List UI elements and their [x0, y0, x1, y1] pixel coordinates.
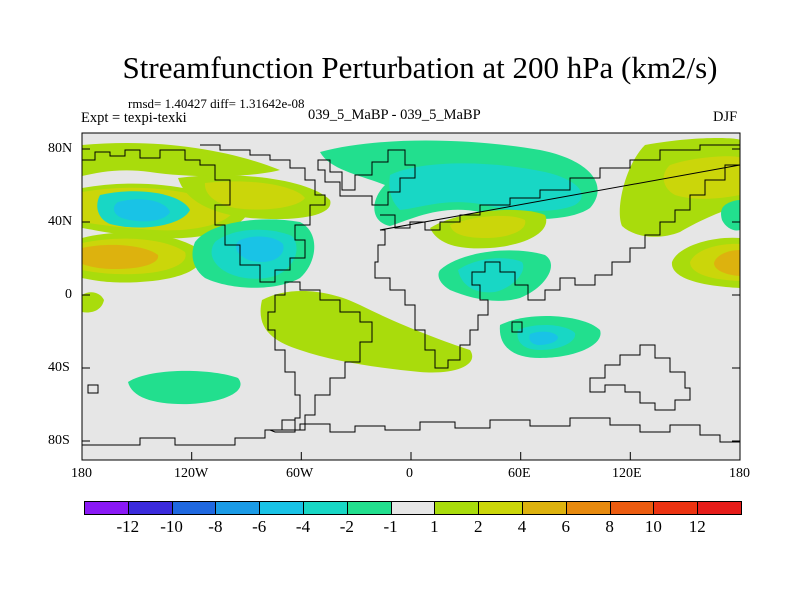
colorbar-label: -2 — [339, 517, 354, 536]
coastline-madagascar — [511, 321, 523, 333]
colorbar-label: 2 — [473, 517, 483, 536]
colorbar-swatch — [346, 501, 392, 515]
colorbar-label: 8 — [605, 517, 614, 536]
colorbar-label: -10 — [160, 517, 183, 536]
colorbar-swatch — [215, 501, 261, 515]
colorbar-swatch — [84, 501, 129, 515]
contour-field-region — [82, 244, 159, 269]
contour-field-region — [714, 250, 740, 276]
colorbar-label: 4 — [517, 517, 527, 536]
lat-label: 40S — [48, 360, 70, 375]
colorbar-swatch — [609, 501, 655, 515]
contour-field-region — [458, 258, 524, 293]
season-label: DJF — [713, 109, 738, 125]
colorbar-swatch — [478, 501, 523, 515]
lon-label: 120E — [612, 466, 642, 481]
colorbar-swatch — [171, 501, 217, 515]
contour-field-region — [529, 331, 558, 345]
coastline-greenland — [317, 149, 416, 206]
contour-field-region — [389, 163, 582, 211]
contour-field-region — [236, 236, 284, 262]
coastline-antarctica — [82, 417, 740, 446]
colorbar-swatch — [127, 501, 173, 515]
stats-text: rmsd= 1.40427 diff= 1.31642e-08 — [128, 96, 305, 111]
plot-title: Streamfunction Perturbation at 200 hPa (… — [122, 50, 718, 85]
lon-label: 180 — [71, 466, 92, 481]
contour-field-region — [450, 215, 526, 238]
colorbar-swatch — [434, 501, 480, 515]
coastline-island — [269, 419, 296, 433]
coastline-australia — [589, 344, 691, 411]
lat-label: 80N — [48, 141, 73, 156]
colorbar-swatch — [259, 501, 304, 515]
colorbar-swatch — [522, 501, 567, 515]
colorbar-swatch — [697, 501, 742, 515]
colorbar-label: 1 — [430, 517, 439, 536]
axis-ticks — [81, 148, 741, 460]
experiment-label: Expt = texpi-texki — [81, 110, 187, 126]
colorbar-label: -6 — [252, 517, 267, 536]
colorbar-swatch — [303, 501, 348, 515]
lon-label: 0 — [406, 466, 413, 481]
lon-label: 60E — [508, 466, 531, 481]
coastline-island — [87, 384, 99, 394]
coastline-africa-eurasia — [374, 144, 740, 369]
coastline-north-america — [82, 144, 326, 283]
colorbar-label: -12 — [116, 517, 140, 536]
colorbar-label: 10 — [644, 517, 662, 536]
contour-field-region — [721, 200, 740, 231]
colorbar-swatch — [390, 501, 436, 515]
colorbar-label: 12 — [688, 517, 706, 536]
colorbar-label: -4 — [295, 517, 311, 536]
lon-label: 180 — [729, 466, 750, 481]
contour-field-region — [128, 370, 241, 405]
contour-field-region — [663, 156, 740, 199]
colorbar-swatch — [565, 501, 611, 515]
contour-field-region — [82, 142, 280, 177]
experiment-name: 039_5_MaBP - 039_5_MaBP — [308, 107, 481, 123]
colorbar-label: -1 — [383, 517, 398, 536]
colorbar-swatch — [653, 501, 699, 515]
lat-label: 40N — [48, 214, 73, 229]
colorbar-label: -8 — [208, 517, 223, 536]
contour-field-region — [82, 292, 104, 313]
coastlines — [82, 144, 740, 446]
contour-field-region — [113, 199, 170, 222]
colorbar-label: 6 — [561, 517, 571, 536]
lat-label: 80S — [48, 433, 70, 448]
lon-label: 120W — [174, 466, 209, 481]
lon-label: 60W — [286, 466, 314, 481]
lat-label: 0 — [65, 287, 72, 302]
coastline-south-america — [267, 281, 373, 431]
contour-field-region — [260, 290, 473, 373]
